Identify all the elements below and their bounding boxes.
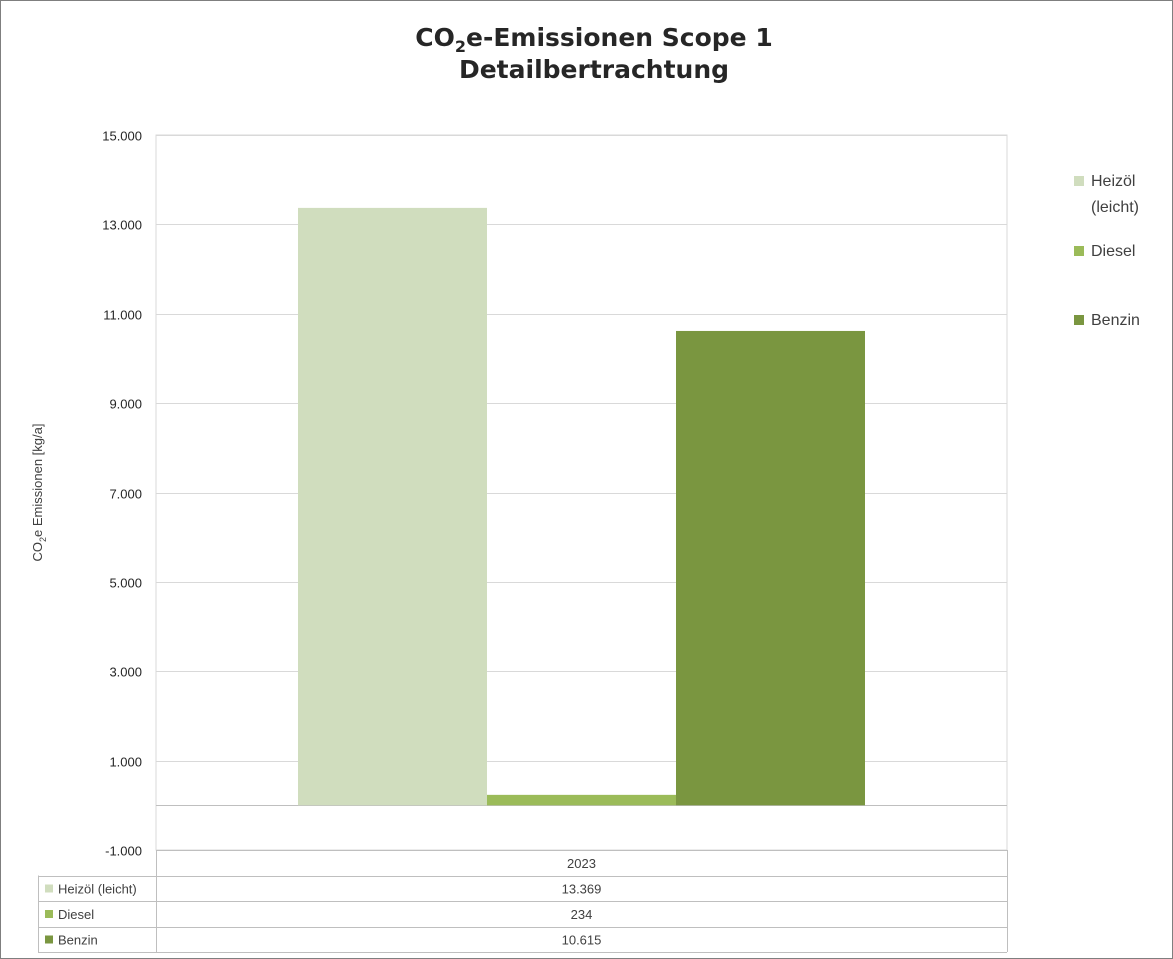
table-series-name: Benzin	[58, 933, 98, 948]
bar-heiz-l-leicht-	[298, 207, 487, 806]
y-tick-label: 1.000	[109, 755, 142, 770]
legend-key	[1074, 315, 1084, 325]
y-tick-label: -1.000	[105, 844, 142, 859]
chart-title-part: e-Emissionen Scope 1	[466, 23, 773, 52]
plot-border	[155, 134, 1008, 851]
bar-benzin	[676, 330, 865, 806]
table-legend-key	[45, 884, 53, 893]
y-axis-label: CO2e Emissionen [kg/a]	[30, 424, 48, 562]
y-tick-label: 11.000	[103, 308, 142, 323]
chart-subtitle: Detailbertrachtung	[459, 55, 729, 84]
table-category-label: 2023	[567, 856, 596, 871]
legend-label: Benzin	[1091, 312, 1140, 329]
y-axis-label-subscript: 2	[38, 537, 48, 542]
bars-group	[298, 207, 865, 806]
y-axis-label-part: CO	[30, 542, 45, 562]
table-value: 234	[571, 907, 593, 922]
y-axis: -1.000 1.000 3.000 5.000 7.000 9.000 11.000 13.…	[102, 129, 142, 859]
y-axis-label-part: e Emissionen [kg/a]	[30, 424, 45, 537]
y-tick-label: 9.000	[109, 397, 142, 412]
chart-title-part: CO	[415, 23, 455, 52]
legend-key	[1074, 246, 1084, 256]
table-legend-key	[45, 910, 53, 918]
y-tick-label: 7.000	[109, 487, 142, 502]
chart-title-subscript: 2	[455, 37, 466, 56]
y-tick-label: 13.000	[102, 218, 142, 233]
table-legend-key	[45, 935, 53, 944]
table-value: 10.615	[562, 933, 602, 948]
y-tick-label: 3.000	[109, 665, 142, 680]
legend-label: Diesel	[1091, 243, 1135, 260]
legend-label: Heizöl	[1091, 173, 1135, 190]
table-value: 13.369	[562, 882, 602, 897]
data-table: 2023 Heizöl (leicht) 13.369 Diesel 234 Benzin…	[38, 850, 1008, 953]
chart-title: CO2e-Emissionen Scope 1	[415, 23, 773, 56]
legend-key	[1074, 176, 1084, 186]
bar-diesel	[487, 794, 676, 806]
y-tick-label: 15.000	[102, 129, 142, 144]
plot-area	[155, 134, 1008, 851]
y-tick-label: 5.000	[109, 576, 142, 591]
table-series-name: Heizöl (leicht)	[58, 882, 137, 897]
table-series-name: Diesel	[58, 907, 94, 922]
legend-label: (leicht)	[1091, 199, 1139, 216]
legend: Heizöl (leicht) Diesel Benzin	[1074, 173, 1140, 329]
chart-title-group: CO2e-Emissionen Scope 1 Detailbertrachtu…	[415, 23, 773, 84]
